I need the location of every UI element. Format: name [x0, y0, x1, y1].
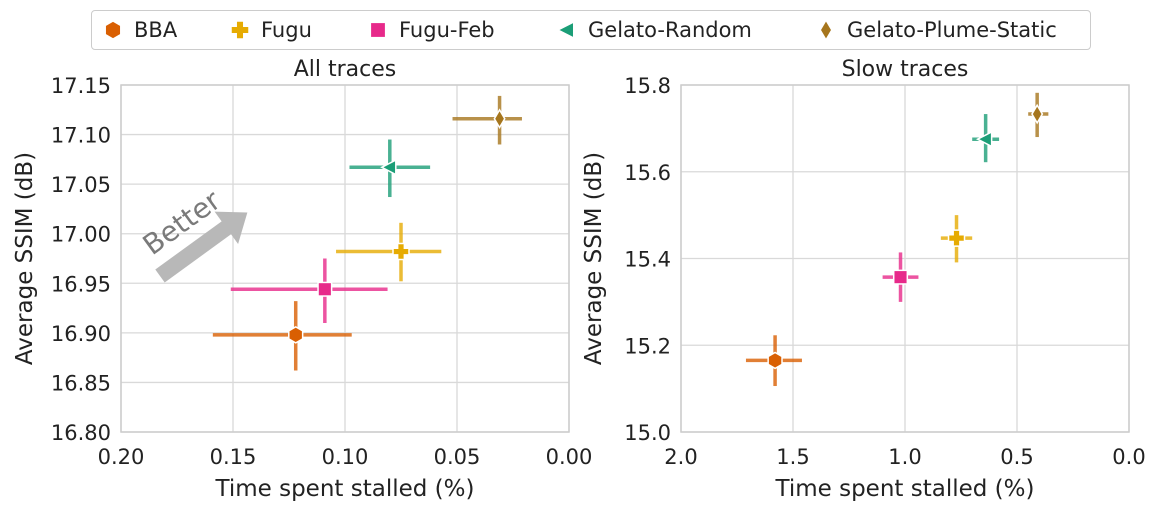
legend-marker [556, 20, 575, 40]
data-point-gelato-random [972, 114, 1000, 163]
y-axis-label: Average SSIM (dB) [12, 152, 38, 365]
chart-title: Slow traces [842, 57, 969, 82]
data-marker [317, 281, 333, 297]
better-arrow-icon [155, 211, 248, 283]
y-tick-label: 15.6 [624, 161, 671, 185]
legend-item-gelato-plume-static: Gelato-Plume-Static [815, 11, 1057, 49]
diamond-marker-icon [819, 19, 833, 41]
data-point-fugu-feb [882, 252, 919, 302]
y-tick-label: 16.95 [51, 272, 111, 296]
legend-item-fugu: Fugu [229, 11, 312, 49]
x-tick-label: 0.00 [546, 445, 593, 469]
chart-panel-1: 0.20 0.15 0.10 0.05 0.00 16.80 16.85 16.90 16.95… [12, 57, 592, 502]
data-marker [493, 108, 506, 129]
x-tick-label: 0.05 [434, 445, 481, 469]
plot-frame [680, 84, 1130, 433]
y-tick-label: 16.85 [51, 371, 111, 395]
legend-item-bba: BBA [102, 11, 177, 49]
legend-marker [104, 20, 122, 40]
y-tick-label: 15.8 [624, 74, 671, 98]
data-point-gelato-plume-static [1028, 92, 1049, 138]
y-tick-label: 17.00 [51, 223, 111, 247]
data-marker [892, 269, 909, 285]
data-point-fugu [336, 222, 442, 282]
data-marker [767, 351, 783, 370]
x-tick-label: 1.5 [776, 445, 809, 469]
data-point-fugu [940, 215, 973, 263]
data-marker [1031, 103, 1044, 125]
legend-label: Gelato-Plume-Static [847, 18, 1057, 42]
x-tick-label: 2.0 [664, 445, 697, 469]
legend-label: Gelato-Random [588, 18, 752, 42]
y-tick-label: 17.05 [51, 173, 111, 197]
y-tick-label: 15.2 [624, 334, 671, 358]
legend-marker [230, 20, 250, 40]
plus-marker-icon [230, 20, 250, 40]
y-tick-label: 17.10 [51, 124, 111, 148]
legend-marker [369, 21, 387, 39]
legend-item-fugu-feb: Fugu-Feb [367, 11, 495, 49]
legend-label: Fugu-Feb [399, 18, 495, 42]
x-tick-label: 0.15 [210, 445, 257, 469]
data-marker [976, 130, 993, 148]
data-point-gelato-random [349, 139, 431, 198]
data-marker [947, 229, 966, 247]
y-tick-label: 15.4 [624, 248, 671, 272]
data-marker [380, 158, 397, 176]
x-tick-label: 0.20 [98, 445, 145, 469]
triangle-left-marker-icon [556, 20, 575, 40]
legend: BBA Fugu Fugu-Feb Gelato-Random Gelato-P… [91, 10, 1091, 50]
chart-title: All traces [294, 57, 397, 82]
y-axis-label: Average SSIM (dB) [581, 152, 607, 365]
x-tick-label: 0.10 [322, 445, 369, 469]
x-tick-label: 0.5 [1000, 445, 1033, 469]
data-point-gelato-plume-static [452, 95, 522, 145]
legend-label: Fugu [261, 18, 312, 42]
x-axis-label: Time spent stalled (%) [775, 476, 1035, 502]
better-annotation: Better [137, 183, 227, 261]
x-tick-label: 1.0 [888, 445, 921, 469]
data-point-bba [745, 335, 802, 387]
chart-panel-2: 2.0 1.5 1.0 0.5 0.0 15.0 15.2 15.4 15.6 15.8 Slow … [581, 57, 1146, 502]
square-marker-icon [369, 21, 387, 39]
x-axis-label: Time spent stalled (%) [215, 476, 475, 502]
hexagon-marker-icon [104, 20, 122, 40]
y-tick-label: 15.0 [624, 421, 671, 445]
legend-item-gelato-random: Gelato-Random [556, 11, 752, 49]
better-arrow-shape [155, 211, 248, 283]
data-point-fugu-feb [230, 258, 388, 323]
data-marker [392, 242, 410, 261]
y-tick-label: 17.15 [51, 74, 111, 98]
x-tick-label: 0.0 [1112, 445, 1145, 469]
legend-marker [819, 19, 833, 41]
data-point-bba [212, 301, 352, 371]
legend-label: BBA [134, 18, 178, 42]
y-tick-label: 16.90 [51, 322, 111, 346]
plot-frame [120, 84, 570, 433]
y-tick-label: 16.80 [51, 421, 111, 445]
data-marker [288, 325, 304, 344]
